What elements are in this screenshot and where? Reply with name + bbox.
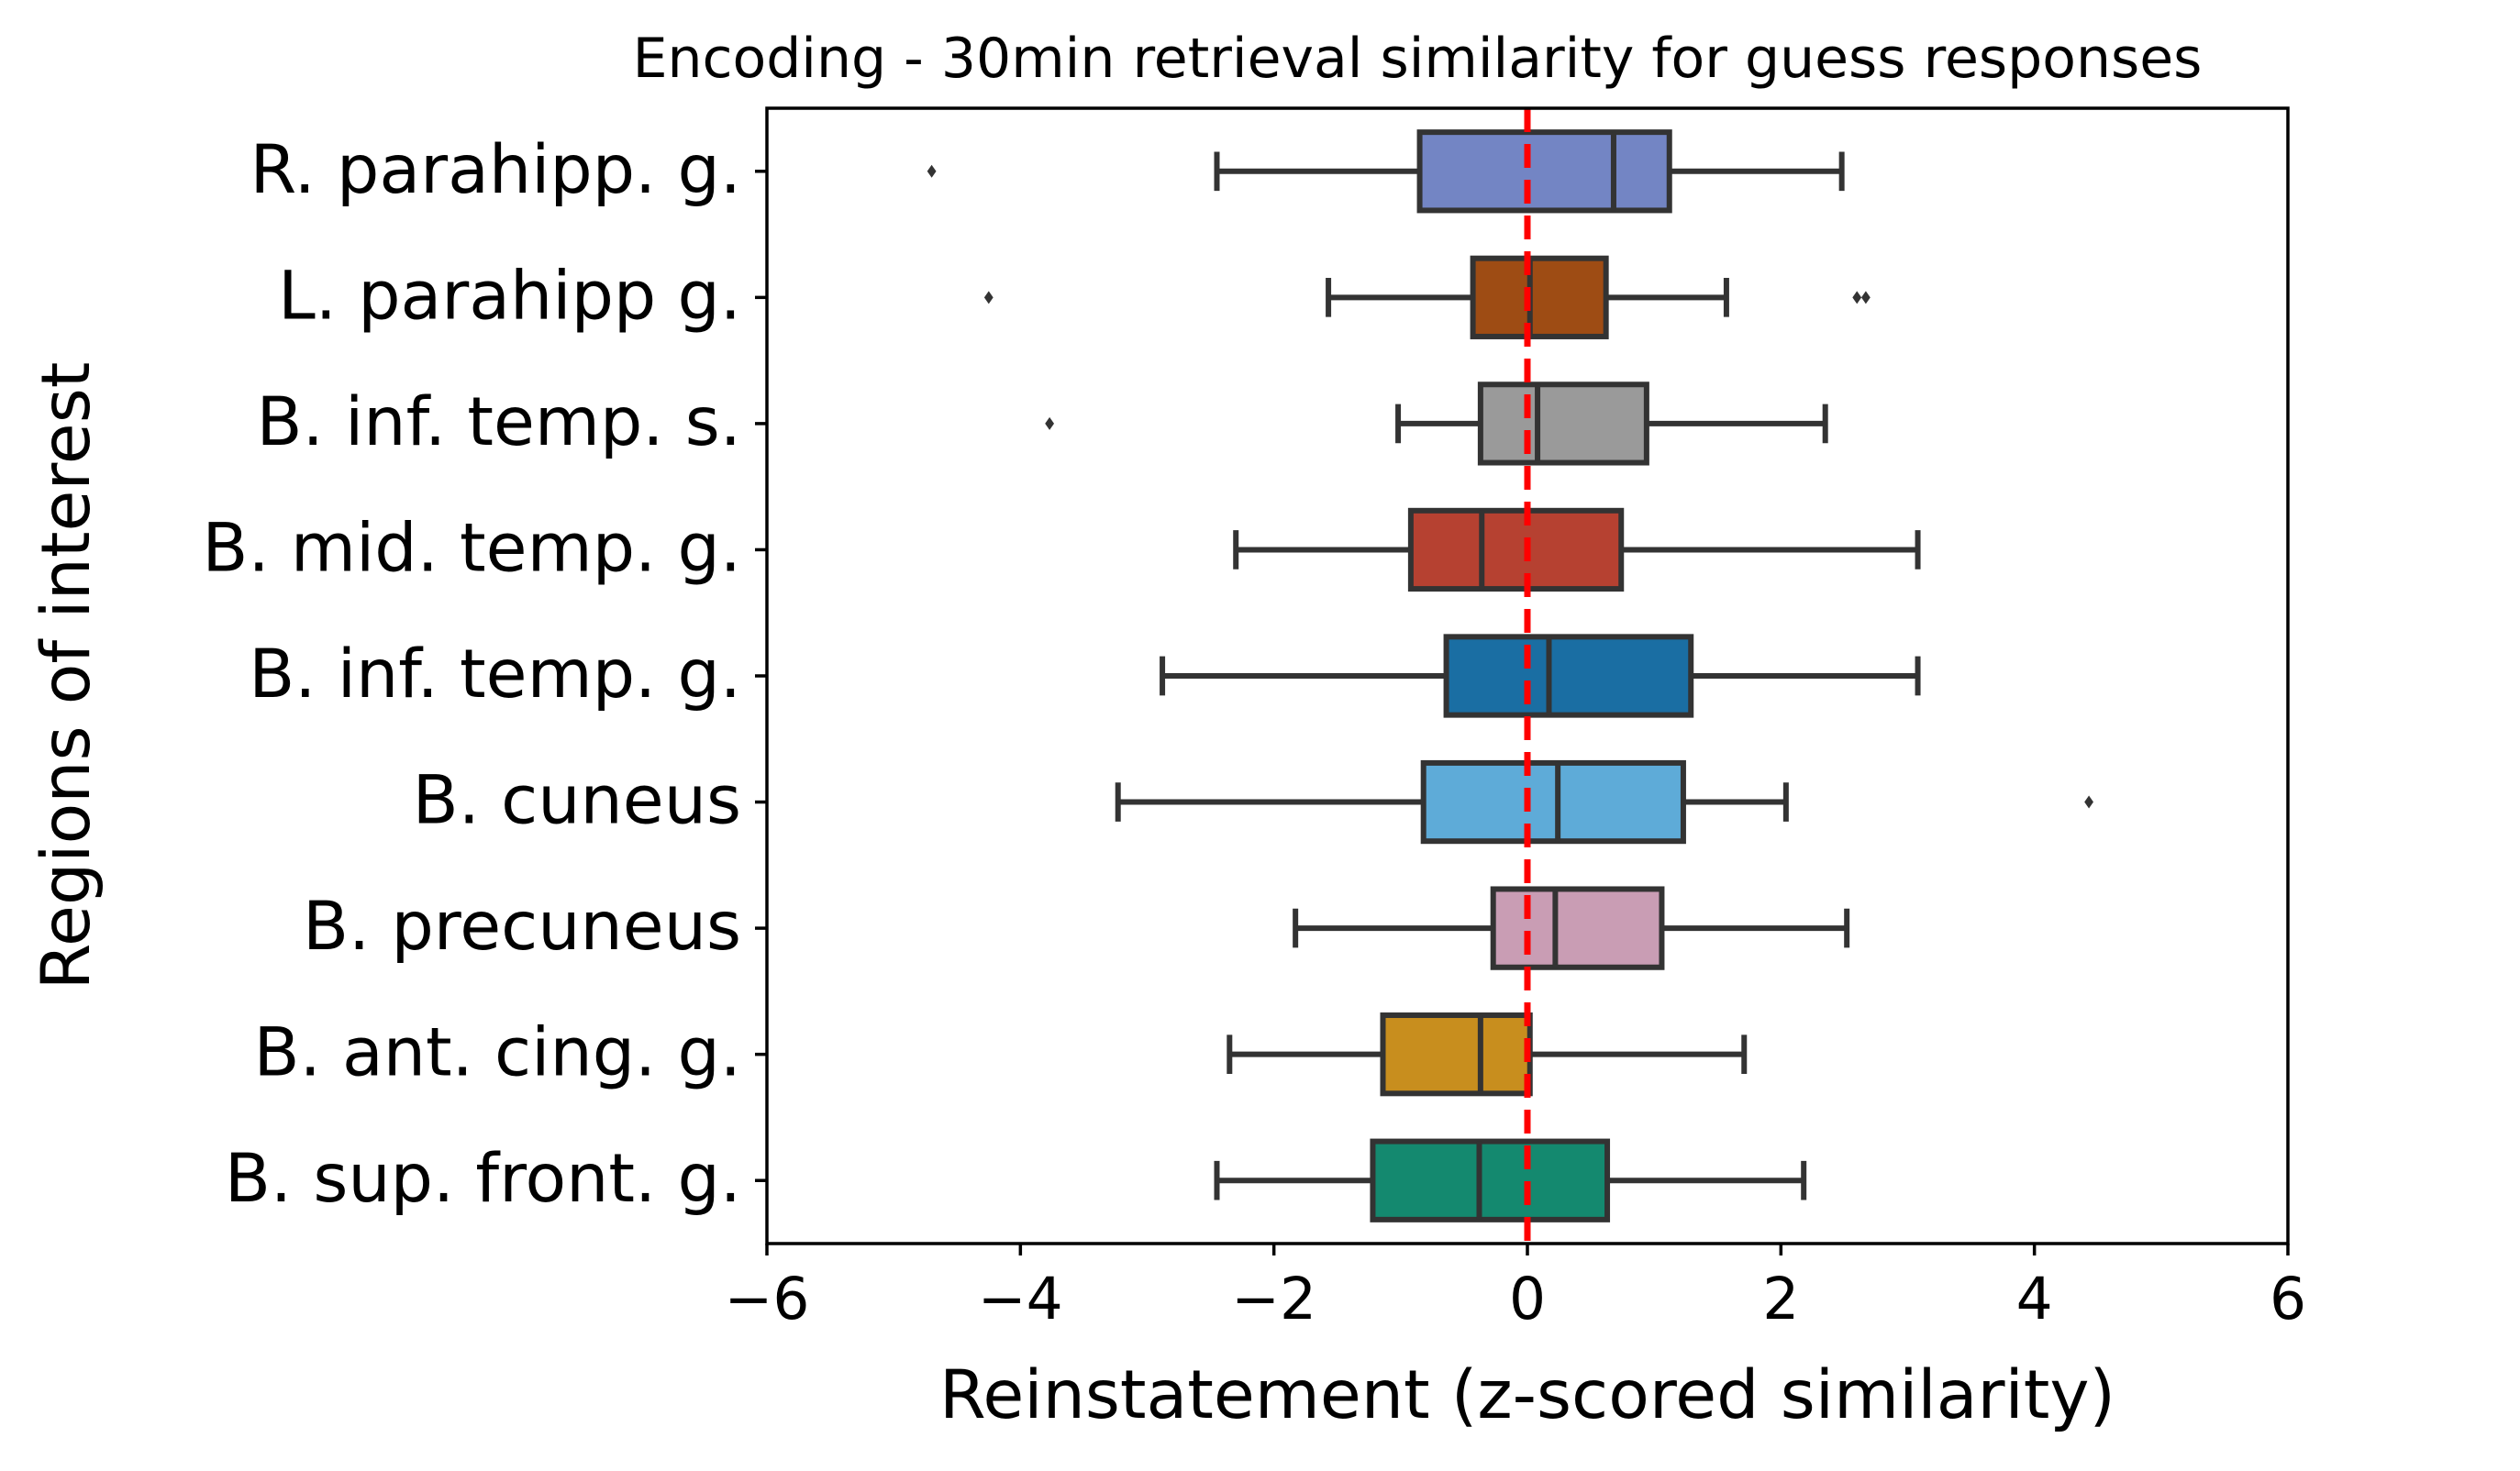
box-iqr	[1477, 382, 1649, 466]
x-tick-label: 0	[1509, 1266, 1546, 1333]
box-group-8	[1214, 1138, 1807, 1222]
box-iqr	[1407, 507, 1625, 592]
plot-area	[927, 129, 2093, 1222]
box-iqr	[1420, 759, 1686, 845]
box-iqr	[1370, 1138, 1611, 1222]
y-tick-label: B. ant. cing. g.	[254, 1014, 742, 1092]
y-tick-label: B. inf. temp. g.	[249, 636, 741, 713]
y-axis-ticks: R. parahipp. g. L. parahipp g. B. inf. tem…	[202, 131, 767, 1218]
x-tick-label: 2	[1762, 1266, 1799, 1333]
y-axis-label: Regions of interest	[28, 362, 105, 990]
box-group-3	[1233, 507, 1921, 592]
y-tick-label: B. cuneus	[413, 762, 741, 840]
x-tick-label: −6	[725, 1266, 810, 1333]
box-group-5	[1115, 759, 2093, 845]
x-tick-label: 6	[2270, 1266, 2306, 1333]
box-group-4	[1160, 634, 1921, 718]
x-axis-label: Reinstatement (z-scored similarity)	[939, 1356, 2115, 1434]
y-tick-label: R. parahipp. g.	[250, 131, 741, 209]
x-axis-ticks: −6 −4 −2 0 2 4 6	[725, 1244, 2306, 1333]
box-iqr	[1416, 129, 1672, 214]
box-group-0	[927, 129, 1845, 214]
y-tick-label: B. mid. temp. g.	[202, 509, 741, 587]
box-iqr	[1380, 1012, 1533, 1097]
box-iqr	[1470, 255, 1609, 339]
box-group-1	[983, 255, 1871, 339]
outlier-point	[983, 291, 994, 304]
y-tick-label: B. inf. temp. s.	[257, 383, 741, 461]
x-tick-label: 4	[2016, 1266, 2053, 1333]
outlier-point	[1045, 416, 1055, 430]
box-group-7	[1227, 1012, 1748, 1097]
box-iqr	[1443, 634, 1694, 718]
outlier-point	[1861, 291, 1871, 304]
box-group-2	[1045, 382, 1828, 466]
chart-title: Encoding - 30min retrieval similarity fo…	[633, 27, 2203, 91]
x-tick-label: −2	[1231, 1266, 1316, 1333]
y-tick-label: L. parahipp g.	[278, 257, 741, 335]
x-tick-label: −4	[978, 1266, 1063, 1333]
outlier-point	[1852, 291, 1862, 304]
outlier-point	[2084, 795, 2093, 809]
outlier-point	[927, 164, 937, 178]
box-group-6	[1293, 886, 1850, 970]
y-tick-label: B. precuneus	[303, 888, 741, 966]
y-tick-label: B. sup. front. g.	[225, 1140, 741, 1218]
box-iqr	[1490, 886, 1665, 970]
